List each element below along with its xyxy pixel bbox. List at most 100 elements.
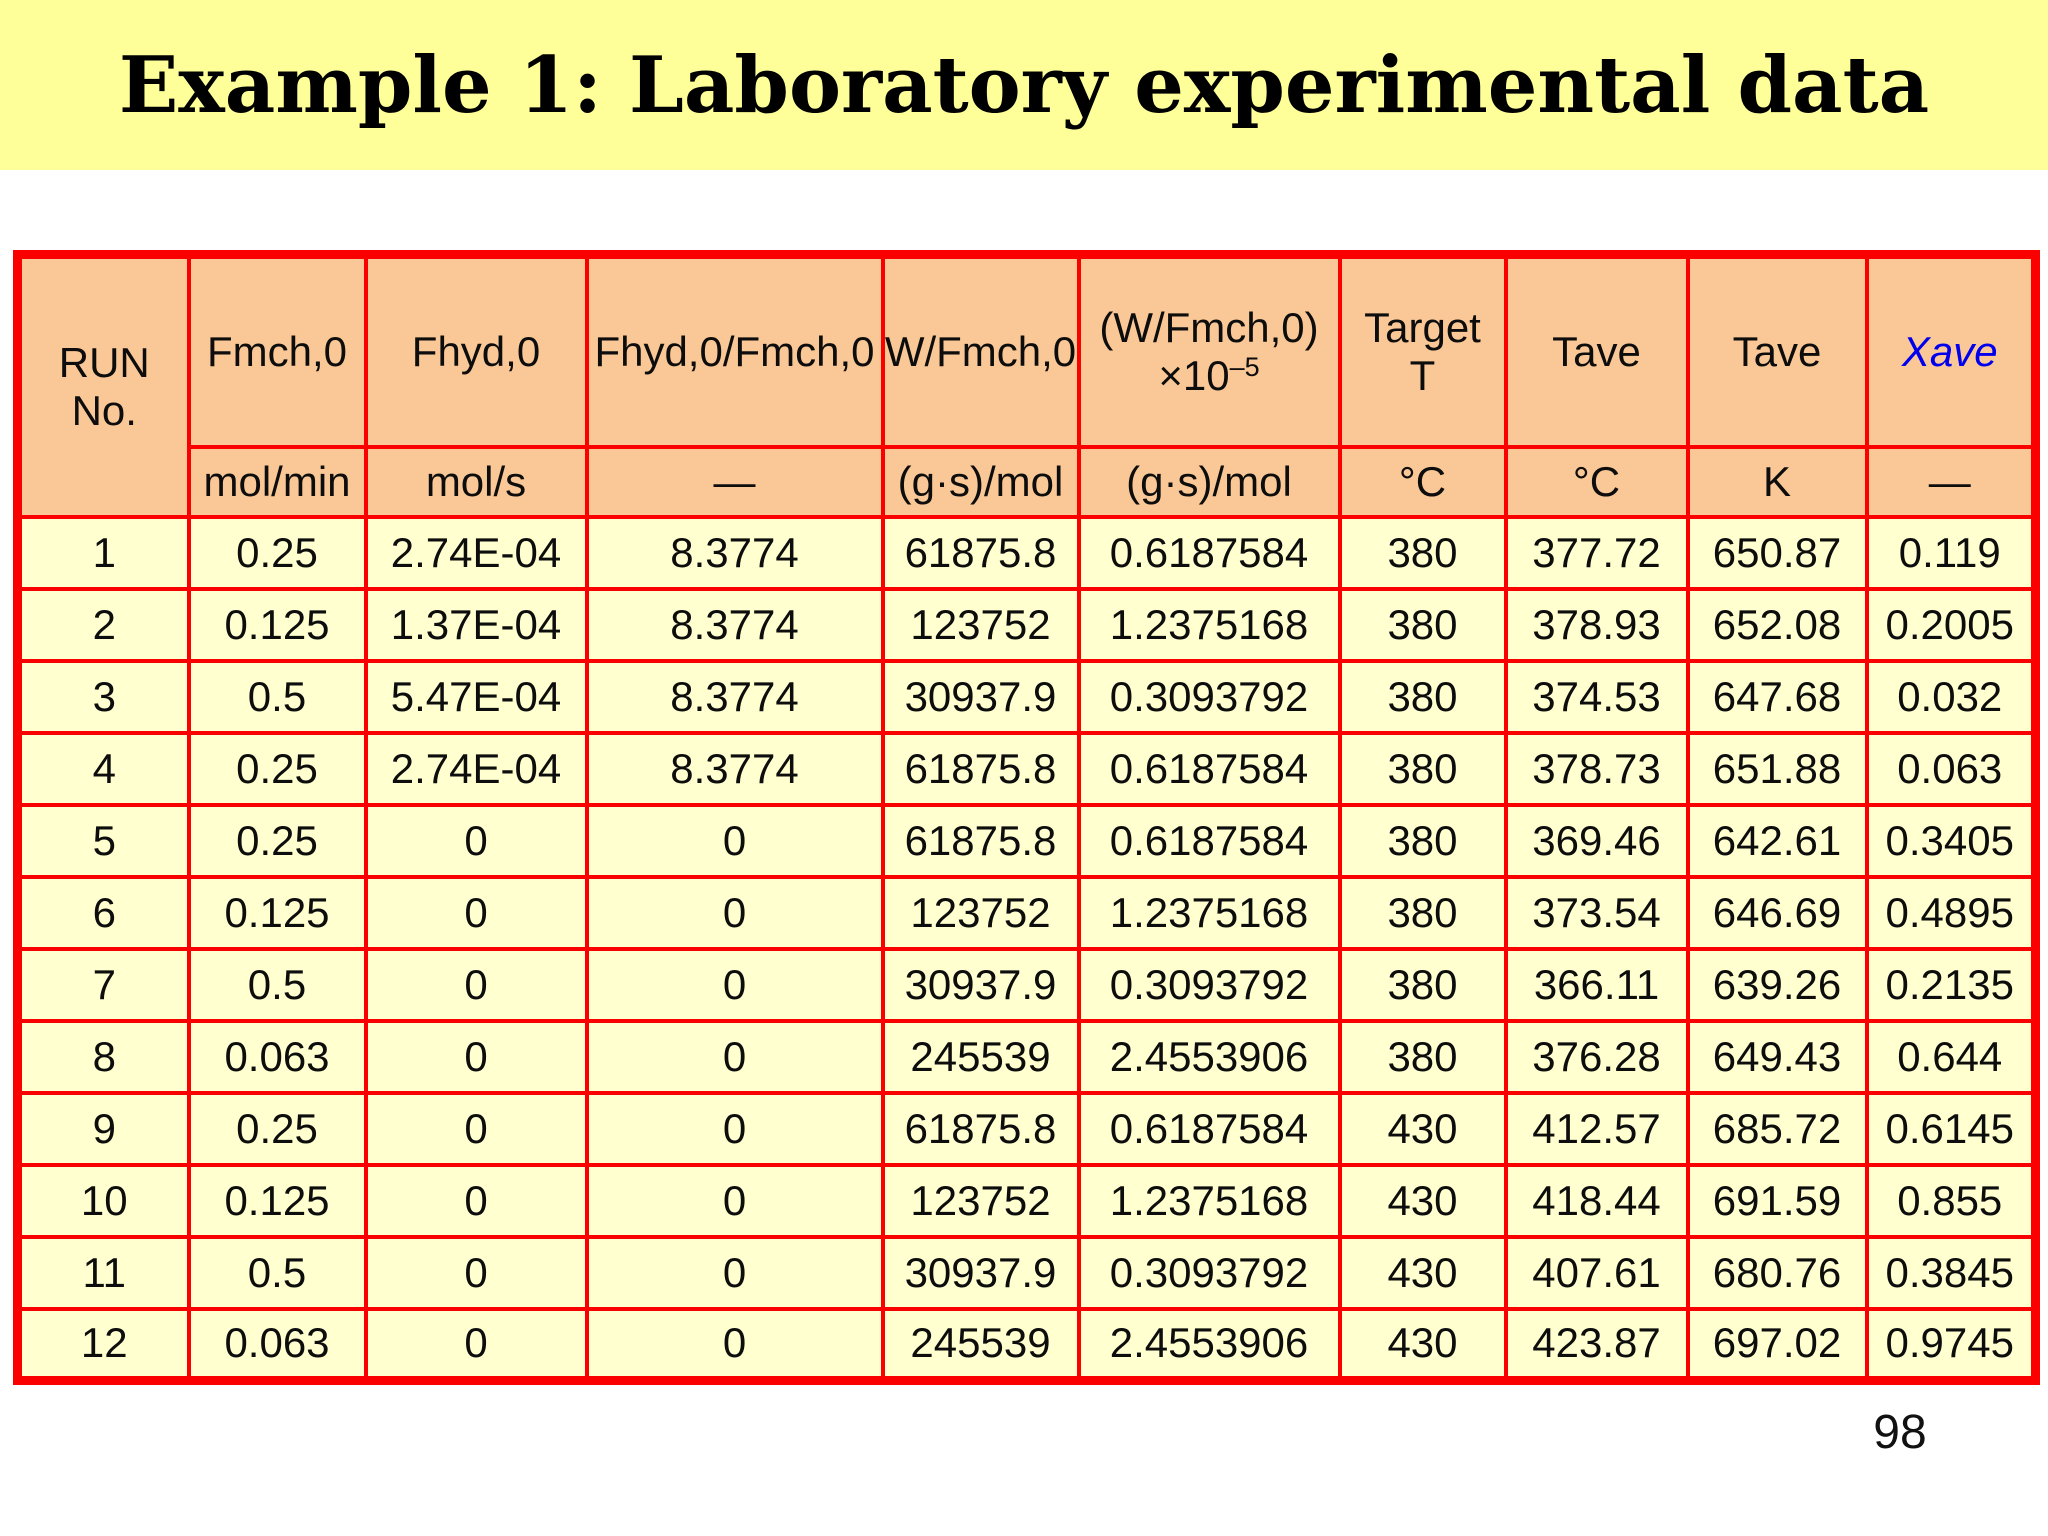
unit-target-t: °C xyxy=(1337,444,1508,519)
table-cell: 412.57 xyxy=(1503,1090,1690,1167)
table-cell: 380 xyxy=(1337,874,1508,951)
table-cell: 0.6187584 xyxy=(1076,1090,1342,1167)
table-cell: 4 xyxy=(15,730,191,807)
table-cell: 378.93 xyxy=(1503,586,1690,663)
unit-fmch0: mol/min xyxy=(186,444,368,519)
table-cell: 61875.8 xyxy=(880,730,1081,807)
table-cell: 7 xyxy=(15,946,191,1023)
table-cell: 0 xyxy=(363,1306,589,1383)
page-number: 98 xyxy=(1873,1406,1927,1459)
table-cell: 0 xyxy=(584,874,885,951)
table-cell: 0 xyxy=(363,1090,589,1167)
table-cell: 5.47E-04 xyxy=(363,658,589,735)
table-cell: 430 xyxy=(1337,1162,1508,1239)
unit-tave-c: °C xyxy=(1503,444,1690,519)
table-cell: 377.72 xyxy=(1503,514,1690,591)
table-cell: 423.87 xyxy=(1503,1306,1690,1383)
table-cell: 691.59 xyxy=(1685,1162,1869,1239)
w-fmch0-scaled-base: ×10 xyxy=(1158,351,1230,399)
table-cell: 646.69 xyxy=(1685,874,1869,951)
column-header-fhyd0: Fhyd,0 xyxy=(363,252,589,449)
table-cell: 8.3774 xyxy=(584,658,885,735)
table-cell: 380 xyxy=(1337,730,1508,807)
table-cell: 0.063 xyxy=(1864,730,2038,807)
table-cell: 380 xyxy=(1337,514,1508,591)
table-cell: 245539 xyxy=(880,1018,1081,1095)
table-cell: 369.46 xyxy=(1503,802,1690,879)
table-row: 9 0.25 0 0 61875.8 0.6187584 430 412.57 685.72 0.… xyxy=(15,1090,2038,1167)
table-cell: 0.063 xyxy=(186,1306,368,1383)
table-cell: 0.125 xyxy=(186,874,368,951)
table-cell: 378.73 xyxy=(1503,730,1690,807)
table-cell: 1.2375168 xyxy=(1076,1162,1342,1239)
w-fmch0-scaled-line1: (W/Fmch,0) xyxy=(1099,303,1319,351)
unit-fhyd0: mol/s xyxy=(363,444,589,519)
table-cell: 8.3774 xyxy=(584,730,885,807)
table-cell: 0.6187584 xyxy=(1076,514,1342,591)
table-cell: 0.125 xyxy=(186,1162,368,1239)
column-header-target-t: Target T xyxy=(1337,252,1508,449)
table-cell: 639.26 xyxy=(1685,946,1869,1023)
table-cell: 61875.8 xyxy=(880,1090,1081,1167)
column-header-w-fmch0-scaled: (W/Fmch,0) ×10–5 xyxy=(1076,252,1342,449)
table-row: 8 0.063 0 0 245539 2.4553906 380 376.28 649.43 0.… xyxy=(15,1018,2038,1095)
table-cell: 9 xyxy=(15,1090,191,1167)
table-cell: 430 xyxy=(1337,1234,1508,1311)
table-cell: 6 xyxy=(15,874,191,951)
table-cell: 647.68 xyxy=(1685,658,1869,735)
table-cell: 0.5 xyxy=(186,1234,368,1311)
table-cell: 0.6187584 xyxy=(1076,802,1342,879)
table-cell: 0.3845 xyxy=(1864,1234,2038,1311)
header-row: RUN No. Fmch,0 Fhyd,0 Fhyd,0/Fmch,0 W/Fm… xyxy=(15,252,2038,519)
table-cell: 380 xyxy=(1337,586,1508,663)
table-cell: 0 xyxy=(584,1162,885,1239)
title-band: Example 1: Laboratory experimental data xyxy=(0,0,2048,170)
slide-title: Example 1: Laboratory experimental data xyxy=(118,39,1930,131)
table-cell: 685.72 xyxy=(1685,1090,1869,1167)
table-cell: 1.37E-04 xyxy=(363,586,589,663)
table-cell: 5 xyxy=(15,802,191,879)
table-cell: 430 xyxy=(1337,1090,1508,1167)
table-cell: 642.61 xyxy=(1685,802,1869,879)
table-cell: 30937.9 xyxy=(880,1234,1081,1311)
column-header-xave: Xave xyxy=(1864,252,2038,449)
table-cell: 0 xyxy=(363,946,589,1023)
table-cell: 0.3093792 xyxy=(1076,1234,1342,1311)
table-cell: 380 xyxy=(1337,802,1508,879)
units-row: mol/min mol/s — (g·s)/mol (g·s)/mol °C °… xyxy=(18,444,2038,519)
table-cell: 0 xyxy=(584,1090,885,1167)
table-cell: 123752 xyxy=(880,1162,1081,1239)
table-cell: 0 xyxy=(363,1018,589,1095)
table-cell: 380 xyxy=(1337,658,1508,735)
table-cell: 11 xyxy=(15,1234,191,1311)
table-cell: 10 xyxy=(15,1162,191,1239)
table-cell: 376.28 xyxy=(1503,1018,1690,1095)
table-cell: 0.5 xyxy=(186,946,368,1023)
table-cell: 1 xyxy=(15,514,191,591)
table-cell: 0.3093792 xyxy=(1076,946,1342,1023)
table-cell: 1.2375168 xyxy=(1076,586,1342,663)
table-cell: 0 xyxy=(584,1306,885,1383)
table-cell: 0.855 xyxy=(1864,1162,2038,1239)
table-cell: 366.11 xyxy=(1503,946,1690,1023)
table-cell: 430 xyxy=(1337,1306,1508,1383)
table-row: 6 0.125 0 0 123752 1.2375168 380 373.54 646.69 0.… xyxy=(15,874,2038,951)
table-cell: 418.44 xyxy=(1503,1162,1690,1239)
column-header-w-fmch0: W/Fmch,0 xyxy=(880,252,1081,449)
table-cell: 0 xyxy=(584,946,885,1023)
table-cell: 373.54 xyxy=(1503,874,1690,951)
table-cell: 0 xyxy=(584,1234,885,1311)
table-cell: 0.6145 xyxy=(1864,1090,2038,1167)
table-cell: 0 xyxy=(584,802,885,879)
table-row: 2 0.125 1.37E-04 8.3774 123752 1.2375168 380 37… xyxy=(15,586,2038,663)
table-cell: 1.2375168 xyxy=(1076,874,1342,951)
experimental-data-table: RUN No. Fmch,0 Fhyd,0 Fhyd,0/Fmch,0 W/Fm… xyxy=(13,250,2040,1385)
column-header-fhyd0-fmch0: Fhyd,0/Fmch,0 xyxy=(584,252,885,449)
table-cell: 0.2005 xyxy=(1864,586,2038,663)
table-cell: 0 xyxy=(363,802,589,879)
table-cell: 650.87 xyxy=(1685,514,1869,591)
table-cell: 374.53 xyxy=(1503,658,1690,735)
table-row: 3 0.5 5.47E-04 8.3774 30937.9 0.3093792 380 374… xyxy=(15,658,2038,735)
table-cell: 0.3093792 xyxy=(1076,658,1342,735)
table-row: 5 0.25 0 0 61875.8 0.6187584 380 369.46 642.61 0.… xyxy=(15,802,2038,879)
